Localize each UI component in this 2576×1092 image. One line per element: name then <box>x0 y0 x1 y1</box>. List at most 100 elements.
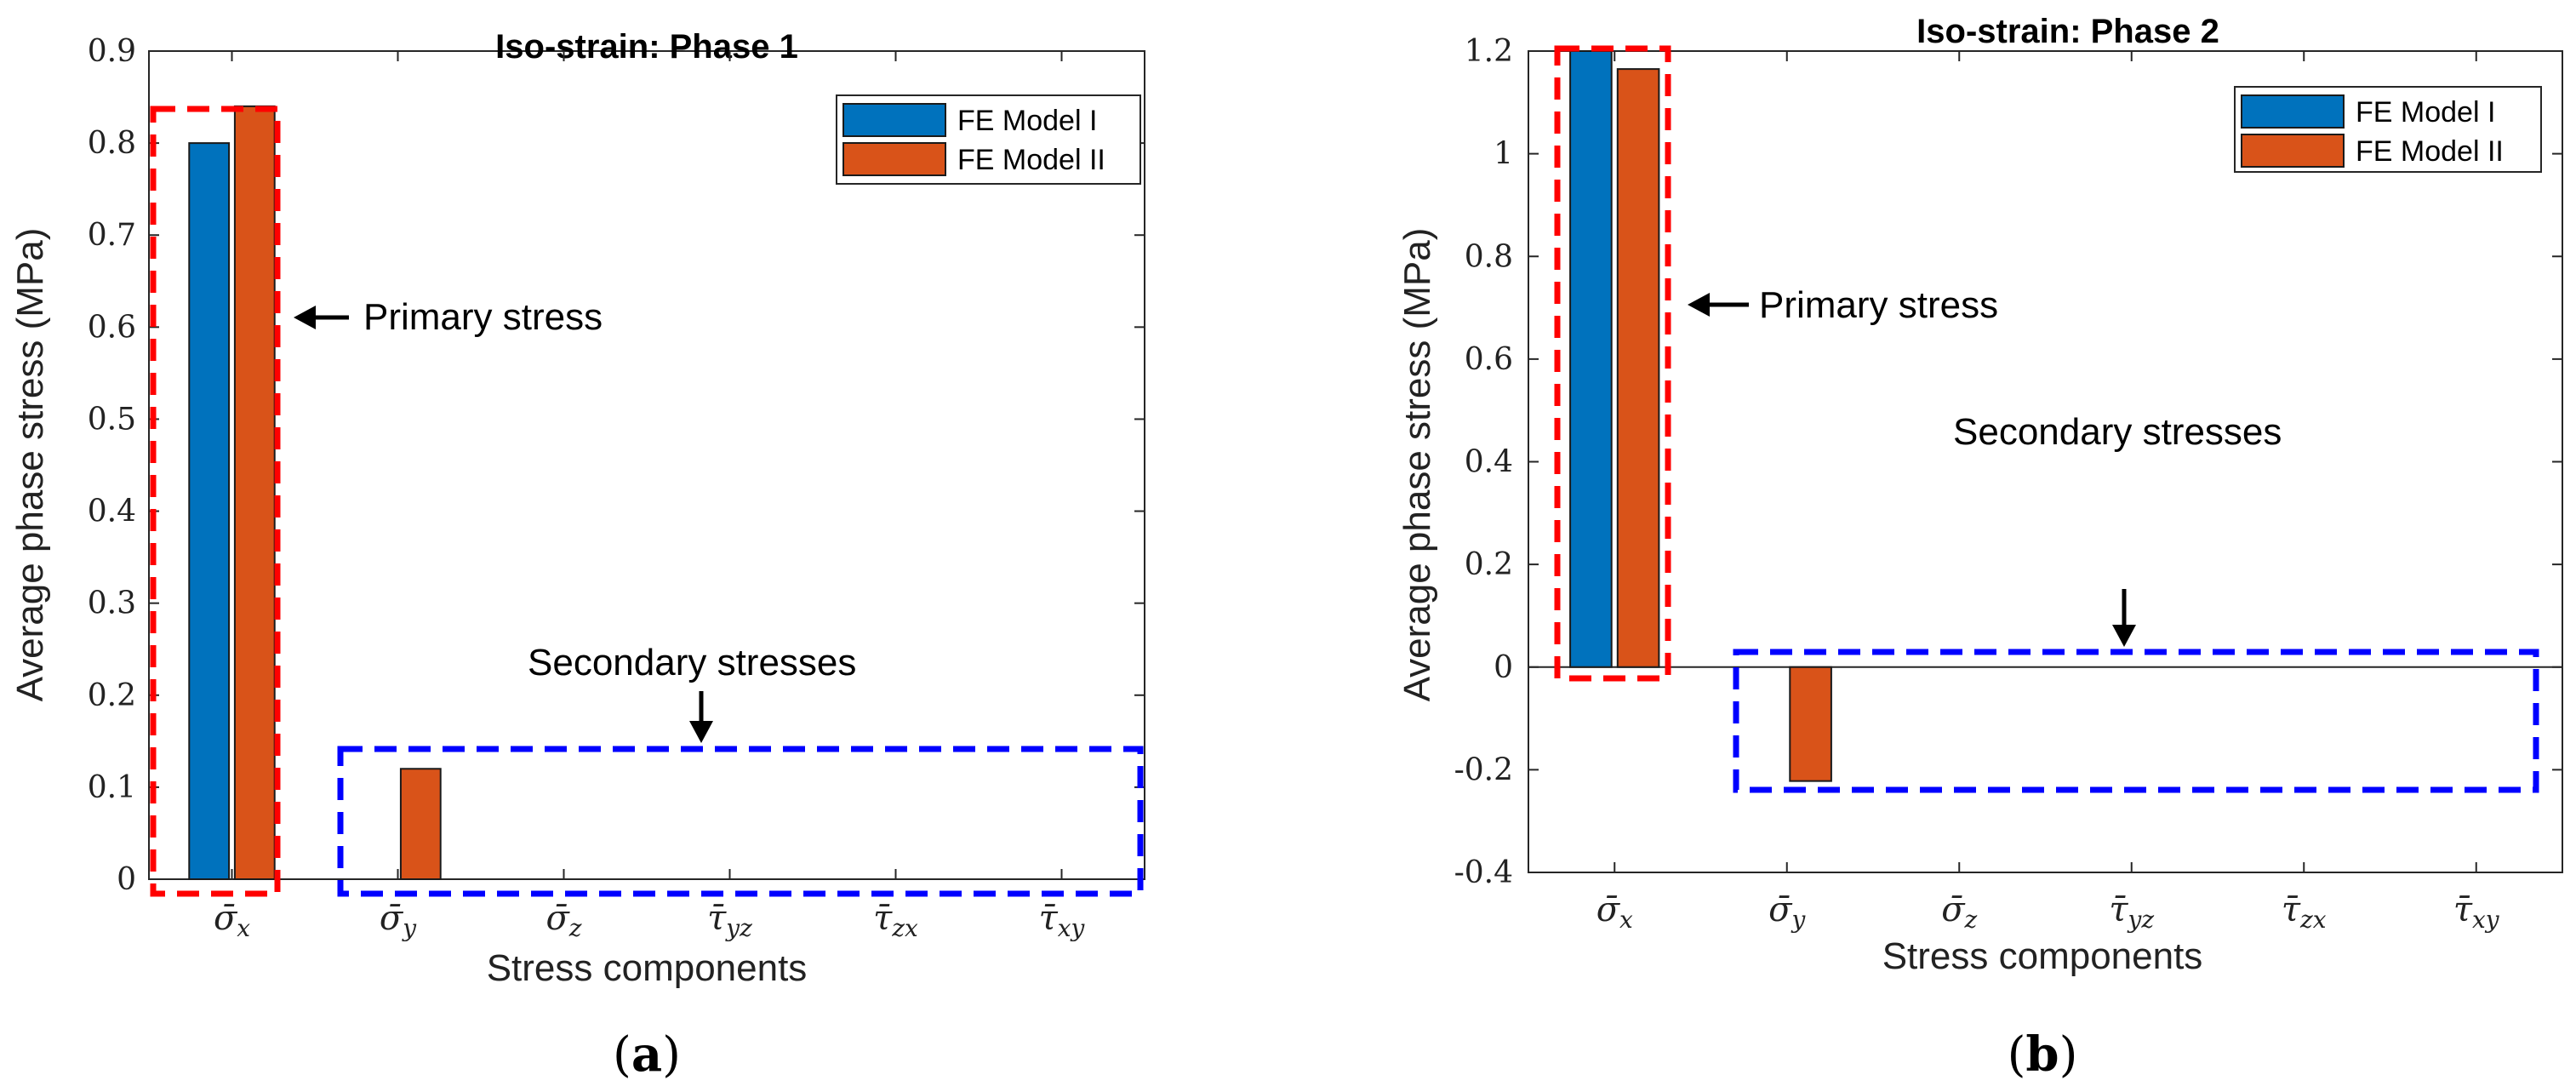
y-tick-label: -0.4 <box>1454 855 1513 890</box>
primary-stress-label: Primary stress <box>1759 284 1998 326</box>
y-tick-label: 0.2 <box>1465 547 1513 582</box>
secondary-stress-box <box>337 746 1144 897</box>
x-category-label: σ̄x <box>1596 890 1633 934</box>
x-axis-label: Stress components <box>487 947 808 989</box>
y-tick-label: -0.2 <box>1454 752 1513 787</box>
category-subscript: xy <box>2472 906 2500 934</box>
legend-swatch <box>842 103 946 137</box>
category-subscript: y <box>401 914 417 942</box>
x-category-label: τ̄xy <box>1039 899 1086 942</box>
panel-label-letter: b <box>2025 1026 2059 1083</box>
category-symbol: τ̄ <box>873 899 893 938</box>
chart-title: Iso-strain: Phase 2 <box>1916 13 2219 50</box>
x-axis-label: Stress components <box>1882 935 2203 977</box>
category-symbol: τ̄ <box>2453 890 2473 929</box>
category-subscript: x <box>1619 906 1633 934</box>
chart-panel-a: Iso-strain: Phase 1 0 0.1 0.2 0.3 0.4 0.5 0.6 0.… <box>9 28 1145 1083</box>
plot-area <box>148 50 1145 880</box>
bar-fe-model-i <box>188 142 231 881</box>
legend-swatch <box>842 142 946 176</box>
primary-arrow-head <box>294 306 316 329</box>
bar-fe-model-ii <box>399 768 442 880</box>
y-tick-label: 0.4 <box>88 495 136 529</box>
x-category-label: τ̄xy <box>2453 890 2500 934</box>
y-tick-label: 0.6 <box>88 310 136 345</box>
y-tick-label: 0.8 <box>1465 239 1513 274</box>
panel-label: (a) <box>613 1026 681 1083</box>
x-category-label: σ̄y <box>380 899 417 942</box>
primary-stress-box <box>1554 45 1671 682</box>
panel-label-close: ) <box>662 1027 681 1083</box>
category-symbol: σ̄ <box>214 899 238 938</box>
category-symbol: τ̄ <box>2282 890 2301 929</box>
panel-label-open: ( <box>613 1027 631 1083</box>
category-symbol: σ̄ <box>1941 890 1966 929</box>
category-subscript: zx <box>891 914 918 942</box>
y-tick-label: 0.6 <box>1465 342 1513 377</box>
y-tick-label: 0.8 <box>88 126 136 161</box>
category-subscript: y <box>1790 906 1806 934</box>
x-category-label: σ̄y <box>1768 890 1806 934</box>
x-category-label: σ̄z <box>1941 890 1977 934</box>
category-subscript: zx <box>2299 906 2327 934</box>
bar-fe-model-i <box>1569 50 1613 668</box>
primary-stress-box <box>150 106 281 897</box>
category-symbol: τ̄ <box>707 899 727 938</box>
panel-label-open: ( <box>2008 1027 2026 1083</box>
category-subscript: yz <box>724 914 752 942</box>
x-category-label: σ̄z <box>545 899 581 942</box>
legend: FE Model I FE Model II <box>2234 86 2542 173</box>
secondary-stresses-label: Secondary stresses <box>1953 411 2282 453</box>
legend-entry: FE Model I <box>2356 96 2495 129</box>
legend-entry: FE Model II <box>2356 135 2504 168</box>
y-tick-label: 1 <box>1494 137 1513 172</box>
legend-swatch <box>2241 94 2345 129</box>
chart-title: Iso-strain: Phase 1 <box>495 28 798 66</box>
category-subscript: x <box>237 914 250 942</box>
secondary-stresses-label: Secondary stresses <box>528 642 856 683</box>
bar-fe-model-ii <box>1616 68 1660 668</box>
y-tick-label: 0.5 <box>88 402 136 437</box>
x-category-label: τ̄yz <box>2109 890 2154 934</box>
bar-fe-model-ii <box>1789 666 1832 782</box>
panel-label: (b) <box>2008 1026 2078 1083</box>
plot-area <box>1528 50 2563 873</box>
y-tick-label: 0.3 <box>88 586 136 621</box>
y-tick-label: 0 <box>117 862 136 897</box>
panel-label-letter: a <box>631 1026 662 1083</box>
category-symbol: τ̄ <box>1039 899 1059 938</box>
bar-fe-model-ii <box>233 105 276 881</box>
primary-stress-label: Primary stress <box>363 296 603 338</box>
legend-swatch <box>2241 134 2345 168</box>
y-tick-label: 1.2 <box>1465 34 1513 69</box>
secondary-stress-box <box>1733 649 2539 793</box>
legend-entry: FE Model I <box>957 105 1097 137</box>
y-tick-label: 0 <box>1494 650 1513 685</box>
chart-panel-b: Iso-strain: Phase 2 -0.4 -0.2 0 0.2 0.4 0.6 0.8… <box>1397 13 2563 1083</box>
category-symbol: σ̄ <box>1596 890 1621 929</box>
y-tick-label: 0.2 <box>88 678 136 713</box>
panel-label-close: ) <box>2059 1027 2078 1083</box>
legend-entry: FE Model II <box>957 144 1105 176</box>
category-subscript: z <box>568 914 582 942</box>
category-symbol: σ̄ <box>380 899 404 938</box>
x-category-label: τ̄zx <box>873 899 918 942</box>
primary-arrow-head <box>1688 293 1710 317</box>
y-tick-label: 0.1 <box>88 770 136 805</box>
y-tick-label: 0.9 <box>88 34 136 69</box>
y-axis-label: Average phase stress (MPa) <box>9 228 51 702</box>
y-axis-label: Average phase stress (MPa) <box>1397 228 1438 702</box>
legend: FE Model I FE Model II <box>836 94 1141 185</box>
category-symbol: τ̄ <box>2109 890 2128 929</box>
category-symbol: σ̄ <box>1768 890 1793 929</box>
y-tick-label: 0.7 <box>88 218 136 253</box>
category-subscript: xy <box>1058 914 1086 942</box>
category-subscript: yz <box>2127 906 2155 934</box>
secondary-arrow-head <box>689 721 713 743</box>
y-tick-label: 0.4 <box>1465 445 1513 480</box>
category-subscript: z <box>1964 906 1978 934</box>
category-symbol: σ̄ <box>545 899 570 938</box>
x-category-label: σ̄x <box>214 899 250 942</box>
x-category-label: τ̄zx <box>2282 890 2327 934</box>
